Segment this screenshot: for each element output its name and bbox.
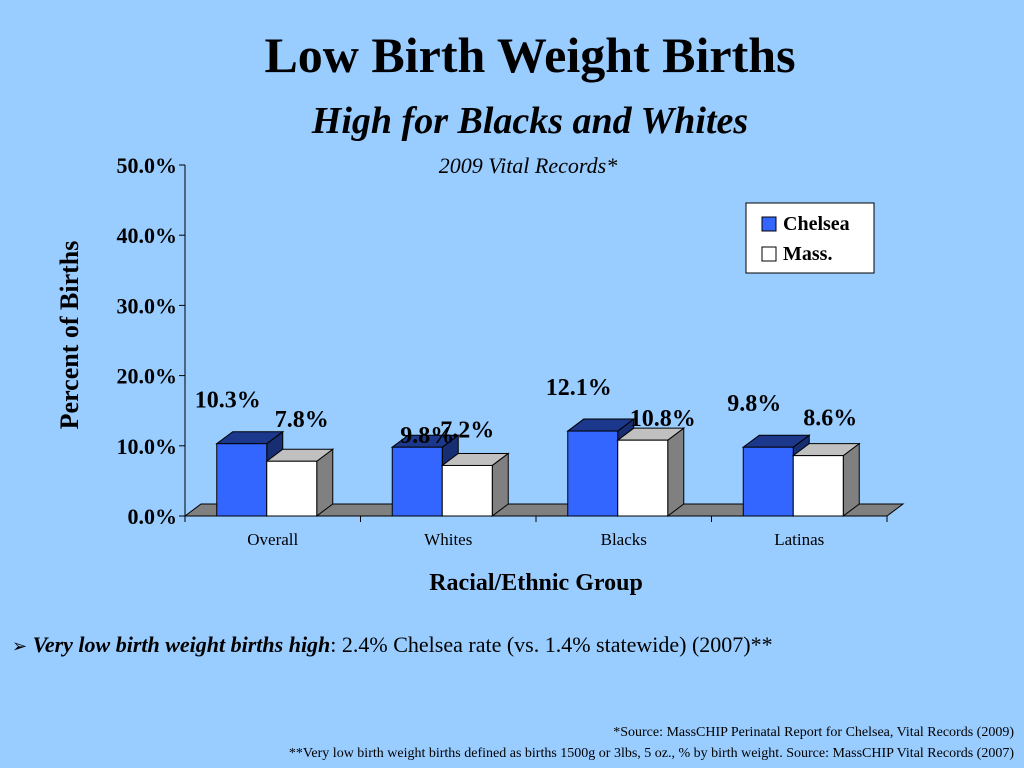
y-axis-title: Percent of Births <box>55 241 84 430</box>
bullet-text: : 2.4% Chelsea rate (vs. 1.4% statewide)… <box>330 632 773 657</box>
bullet-point: ➢ Very low birth weight births high: 2.4… <box>12 632 773 658</box>
data-label: 7.2% <box>440 417 494 443</box>
arrow-bullet-icon: ➢ <box>12 636 28 657</box>
bar-mass-latinas <box>792 455 844 517</box>
bar-mass-overall <box>266 460 318 517</box>
footnote-source: *Source: MassCHIP Perinatal Report for C… <box>613 725 1014 740</box>
data-label: 10.3% <box>195 388 261 414</box>
legend-label: Mass. <box>783 243 832 265</box>
y-tick-label: 40.0% <box>117 223 178 248</box>
x-axis-title: Racial/Ethnic Group <box>429 570 643 596</box>
y-tick-label: 50.0% <box>117 153 178 178</box>
slide-title: Low Birth Weight Births <box>264 27 796 83</box>
footnote-definition: **Very low birth weight births defined a… <box>288 746 1014 761</box>
y-tick-label: 20.0% <box>117 364 178 389</box>
data-label: 7.8% <box>275 407 329 433</box>
bar-side <box>667 427 685 517</box>
bar-mass-blacks <box>617 439 669 517</box>
data-label: 9.8% <box>727 391 781 417</box>
y-tick-label: 30.0% <box>117 293 178 318</box>
legend-swatch <box>761 246 777 262</box>
bar-chelsea-blacks <box>567 430 619 517</box>
legend-swatch <box>761 216 777 232</box>
x-tick-label: Overall <box>247 530 298 549</box>
y-tick-label: 0.0% <box>128 504 178 529</box>
data-label: 10.8% <box>630 406 696 432</box>
x-tick-label: Blacks <box>601 530 647 549</box>
x-tick-label: Latinas <box>774 530 824 549</box>
chart-title: 2009 Vital Records* <box>439 153 617 178</box>
bar-mass-whites <box>441 464 493 517</box>
data-label: 9.8% <box>400 423 454 449</box>
x-tick-label: Whites <box>424 530 472 549</box>
bar-chelsea-overall <box>216 443 268 517</box>
data-label: 8.6% <box>803 406 857 432</box>
data-label: 12.1% <box>546 375 612 401</box>
legend-label: Chelsea <box>783 213 850 235</box>
slide-subtitle: High for Blacks and Whites <box>311 100 749 142</box>
bar-side <box>842 442 860 517</box>
bar-chelsea-latinas <box>742 446 794 517</box>
bar-chart: 2009 Vital Records* 0.0% 10.0% 20.0% 30.0% 40… <box>55 153 905 596</box>
bar-chelsea-whites <box>391 446 443 517</box>
bullet-emphasis: Very low birth weight births high <box>32 632 331 657</box>
y-tick-label: 10.0% <box>117 434 178 459</box>
